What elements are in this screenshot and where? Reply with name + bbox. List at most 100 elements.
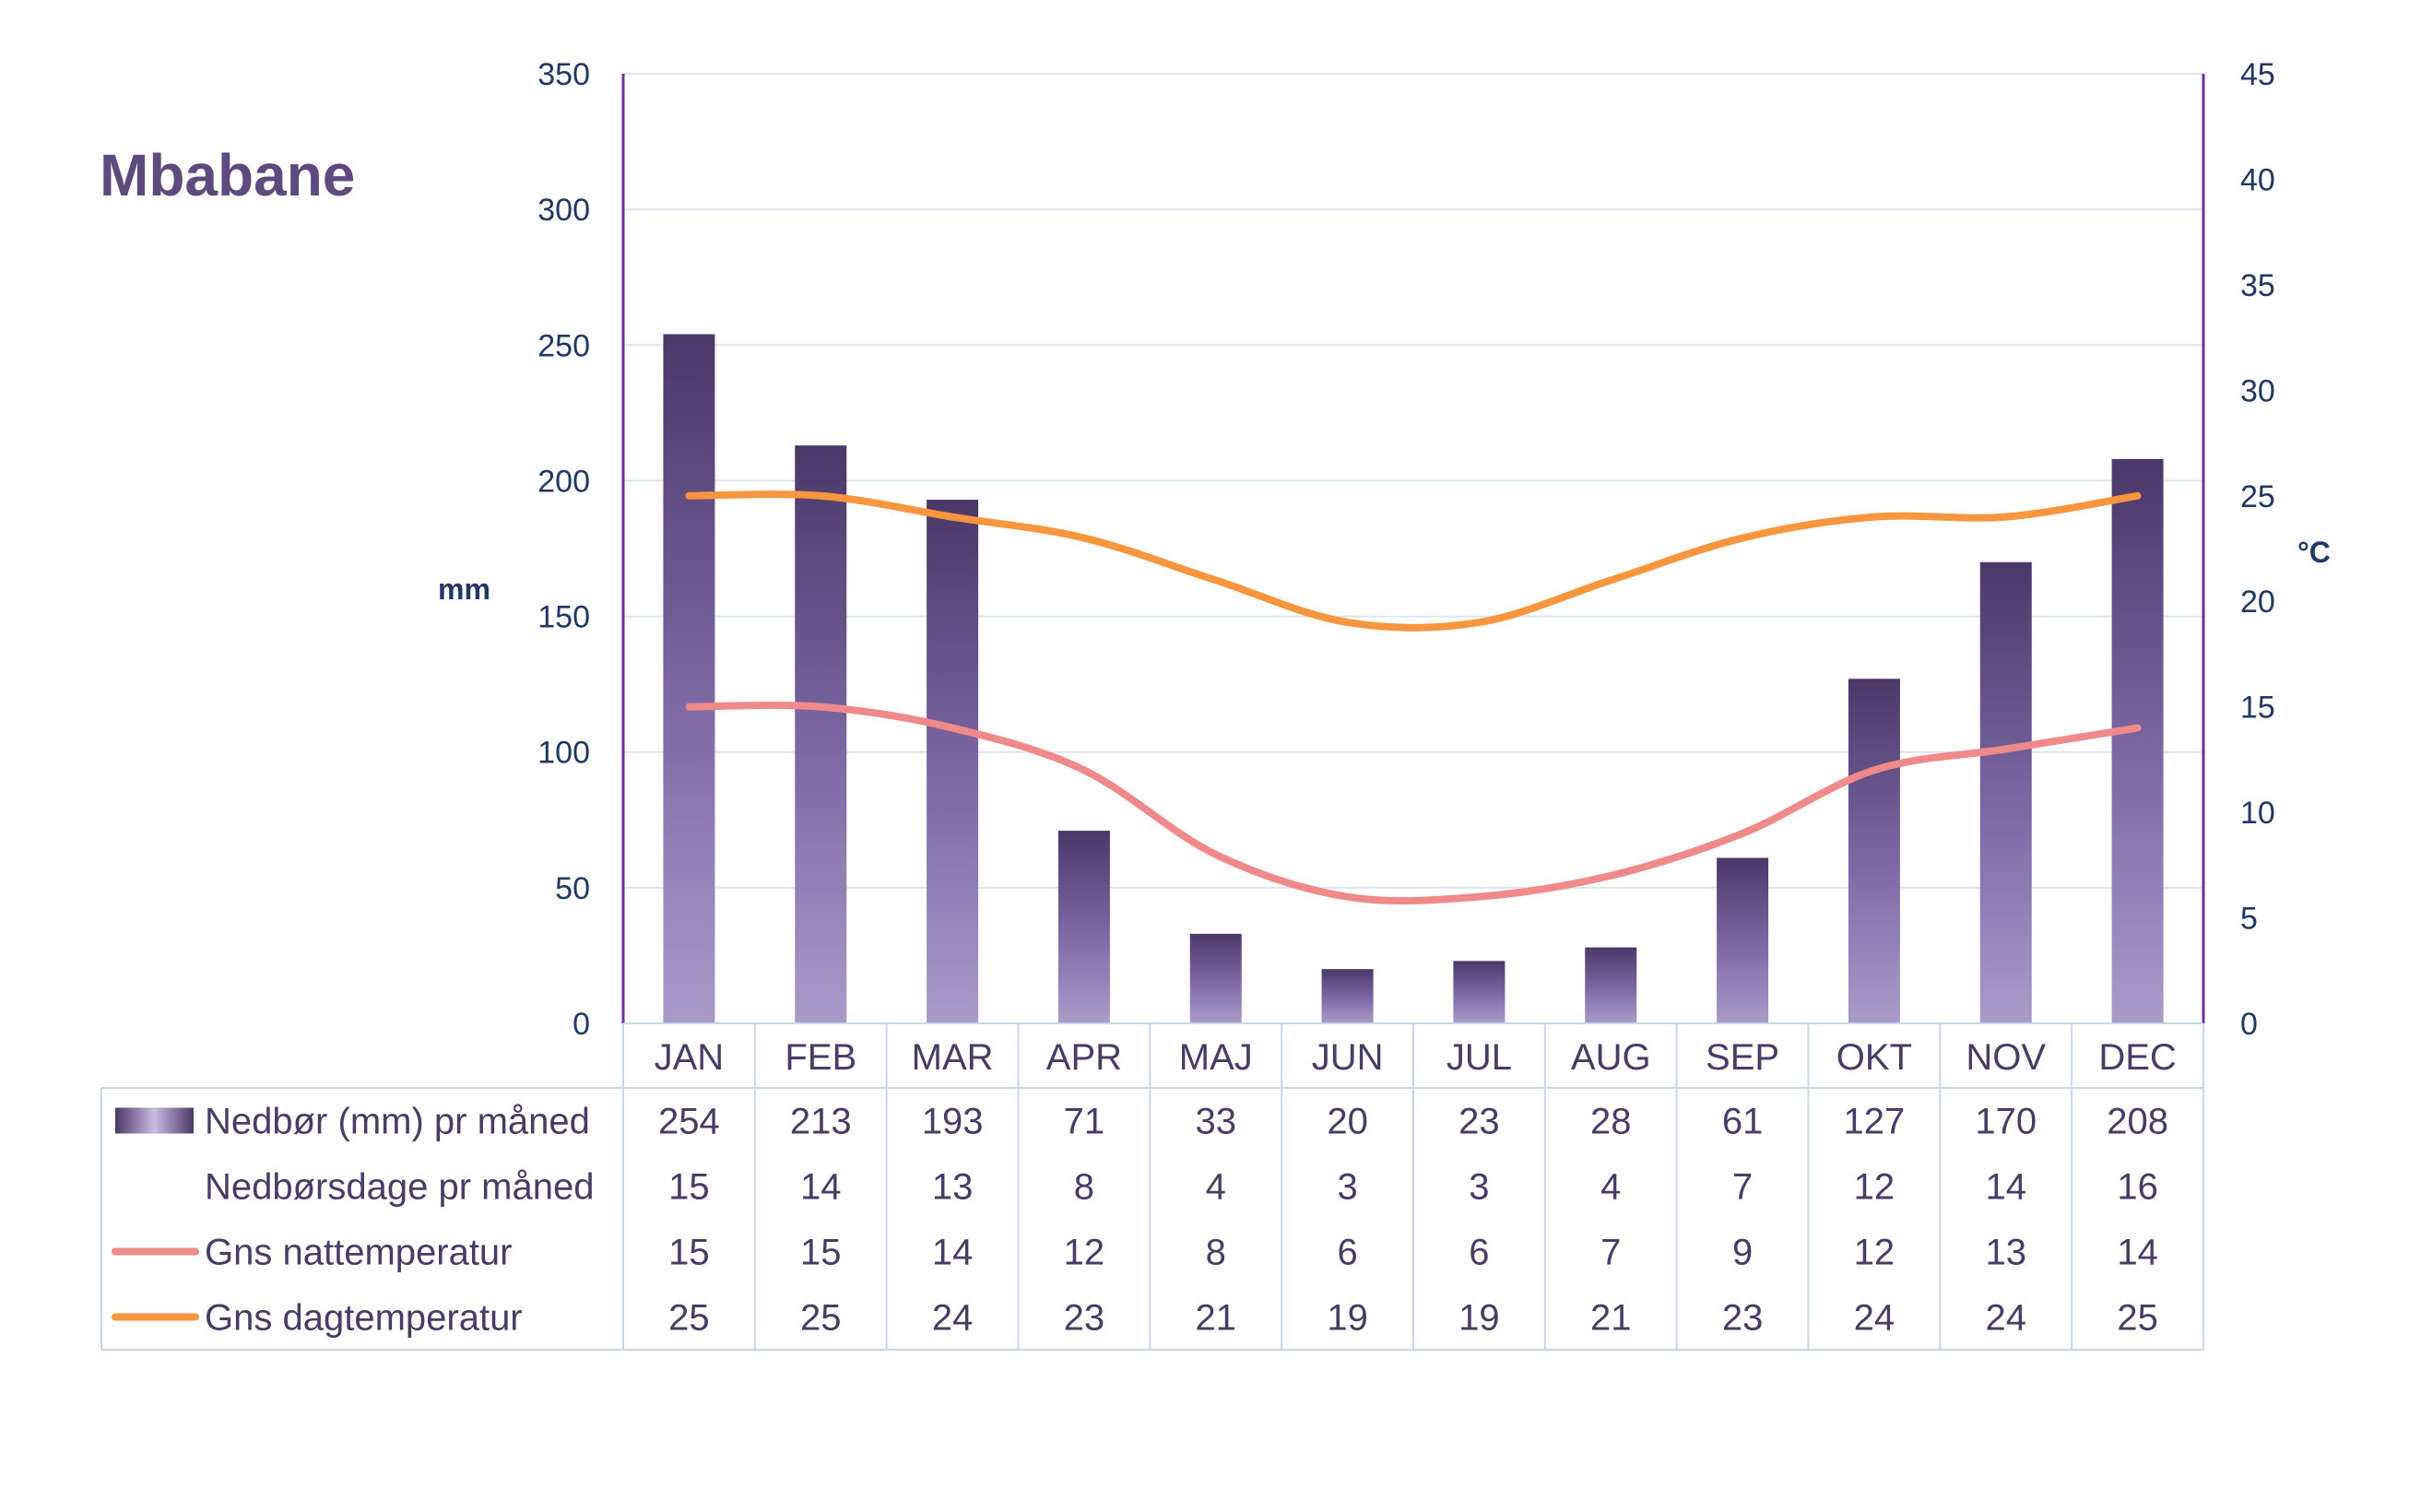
precipitation-bar: [1321, 969, 1374, 1023]
table-cell: 3: [1337, 1167, 1357, 1208]
table-cell: 170: [1975, 1102, 2037, 1142]
left-axis-ticks: 0 50 100 150 200 250 300 350: [537, 57, 590, 1042]
precipitation-bar: [1189, 933, 1242, 1023]
day-temperature-line: [685, 490, 2142, 632]
month-label: MAR: [912, 1037, 994, 1078]
data-table: JAN FEB MAR APR MAJ JUN JUL AUG SEP OKT NOV DEC Nedb…: [100, 1023, 2204, 1351]
month-label: FEB: [785, 1037, 856, 1078]
precipitation-bar: [1848, 679, 1900, 1023]
month-label: MAJ: [1179, 1037, 1253, 1078]
left-tick-label: 0: [573, 1007, 590, 1042]
table-cell: 24: [1986, 1298, 2027, 1339]
right-tick-label: 5: [2240, 902, 2258, 937]
table-cell: 7: [1600, 1233, 1621, 1273]
table-cell: 254: [658, 1102, 720, 1142]
table-cell: 15: [668, 1167, 710, 1208]
precipitation-bar: [1057, 831, 1110, 1023]
precipitation-bar: [795, 445, 847, 1024]
precipitation-bar: [663, 334, 715, 1023]
table-cell: 4: [1206, 1167, 1226, 1208]
table-cell: 28: [1590, 1102, 1632, 1142]
table-cell: 13: [1986, 1233, 2027, 1273]
left-tick-label: 150: [537, 600, 590, 635]
row-label: Nedbørsdage pr måned: [205, 1167, 594, 1208]
table-cell: 4: [1600, 1167, 1621, 1208]
table-cell: 23: [1064, 1298, 1105, 1339]
left-tick-label: 50: [555, 871, 590, 906]
left-tick-label: 100: [537, 736, 590, 771]
legend-bar-swatch: [115, 1107, 194, 1134]
table-cell: 213: [790, 1102, 852, 1142]
precipitation-bar: [1717, 857, 1769, 1023]
table-cell: 19: [1327, 1298, 1368, 1339]
chart-title: Mbabane: [100, 142, 355, 208]
month-label: AUG: [1571, 1037, 1651, 1078]
table-cell: 7: [1732, 1167, 1753, 1208]
month-label: JAN: [655, 1037, 725, 1078]
left-axis-label: mm: [438, 573, 490, 606]
table-cell: 24: [932, 1298, 974, 1339]
month-label: OKT: [1836, 1037, 1912, 1078]
row-label: Nedbør (mm) pr måned: [205, 1102, 590, 1142]
table-cell: 25: [800, 1298, 842, 1339]
left-tick-label: 250: [537, 328, 590, 363]
table-cell: 12: [1064, 1233, 1105, 1273]
table-cell: 25: [2117, 1298, 2158, 1339]
table-cell: 21: [1590, 1298, 1632, 1339]
right-tick-label: 0: [2240, 1007, 2258, 1042]
table-cell: 12: [1854, 1167, 1895, 1208]
table-cell: 33: [1196, 1102, 1237, 1142]
table-cell: 24: [1854, 1298, 1895, 1339]
table-cell: 14: [800, 1167, 842, 1208]
table-cell: 208: [2107, 1102, 2168, 1142]
left-tick-label: 300: [537, 193, 590, 228]
table-cell: 71: [1064, 1102, 1105, 1142]
month-label: APR: [1046, 1037, 1122, 1078]
precipitation-bar: [2111, 458, 2164, 1023]
left-tick-label: 200: [537, 464, 590, 499]
precipitation-bar: [1453, 961, 1506, 1023]
precipitation-bar: [927, 500, 979, 1023]
precipitation-bar: [1585, 947, 1637, 1023]
table-cell: 15: [800, 1233, 842, 1273]
row-label: Gns dagtemperatur: [205, 1298, 523, 1339]
table-cell: 23: [1722, 1298, 1764, 1339]
table-cell: 8: [1074, 1167, 1094, 1208]
right-tick-label: 10: [2240, 796, 2275, 831]
right-tick-label: 30: [2240, 373, 2275, 408]
table-cell: 12: [1854, 1233, 1895, 1273]
table-cell: 19: [1458, 1298, 1500, 1339]
axes: [621, 74, 2205, 1024]
night-temperature-line: [685, 701, 2142, 905]
right-axis-ticks: 0 5 10 15 20 25 30 35 40 45: [2240, 57, 2275, 1042]
right-tick-label: 15: [2240, 691, 2275, 726]
left-tick-label: 350: [537, 57, 590, 92]
month-label: JUN: [1312, 1037, 1384, 1078]
table-cell: 25: [668, 1298, 710, 1339]
table-cell: 21: [1196, 1298, 1237, 1339]
month-label: NOV: [1966, 1037, 2046, 1078]
gridlines: [623, 73, 2203, 889]
precipitation-bar: [1979, 561, 2032, 1023]
table-cell: 3: [1469, 1167, 1489, 1208]
table-cell: 13: [932, 1167, 974, 1208]
table-cell: 61: [1722, 1102, 1764, 1142]
table-cell: 8: [1206, 1233, 1226, 1273]
table-cell: 6: [1469, 1233, 1489, 1273]
precipitation-bars: [663, 334, 2164, 1024]
temperature-lines: [685, 490, 2142, 905]
table-cell: 16: [2117, 1167, 2158, 1208]
right-axis-label: °C: [2297, 536, 2331, 569]
right-tick-label: 40: [2240, 162, 2275, 197]
table-cell: 193: [922, 1102, 984, 1142]
right-tick-label: 35: [2240, 268, 2275, 303]
table-cell: 14: [932, 1233, 974, 1273]
month-label: JUL: [1447, 1037, 1512, 1078]
right-tick-label: 25: [2240, 479, 2275, 514]
table-cell: 9: [1732, 1233, 1753, 1273]
table-cell: 127: [1844, 1102, 1906, 1142]
right-tick-label: 20: [2240, 585, 2275, 620]
table-cell: 14: [2117, 1233, 2158, 1273]
table-cell: 14: [1986, 1167, 2027, 1208]
